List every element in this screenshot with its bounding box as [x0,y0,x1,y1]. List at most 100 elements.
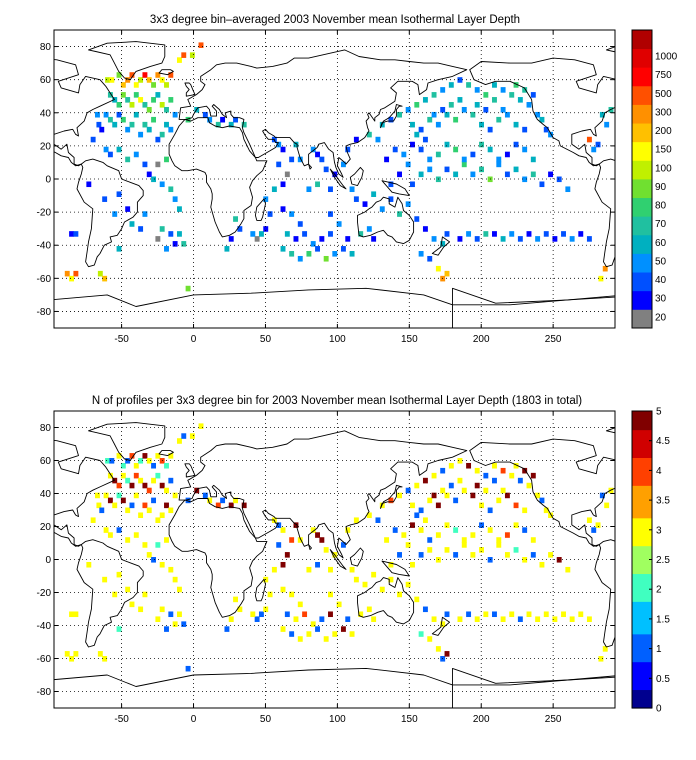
count-bin-cell [509,611,515,618]
count-bin-cell [435,532,441,538]
count-bin-cell [289,591,295,598]
count-bin-cell [500,467,506,474]
ild-colorbar-label: 60 [655,238,667,249]
count-x-tick-label: 200 [473,714,490,725]
count-bin-cell [155,616,161,622]
ild-coastline [357,196,415,245]
count-bin-cell [323,636,329,642]
ild-bin-cell [228,236,234,242]
ild-bin-cell [271,186,277,193]
count-bin-cell [155,517,161,523]
count-bin-cell [414,596,420,603]
count-y-tick-label: 20 [40,522,52,533]
ild-bin-cell [496,116,502,123]
ild-bin-cell [388,181,394,188]
count-colorbar-segment [632,503,652,510]
count-y-tick-label: -20 [37,588,52,599]
ild-bin-cell [176,57,182,63]
ild-bin-cell [444,166,450,173]
ild-bin-cell [168,231,174,237]
count-bin-cell [474,482,480,489]
ild-bin-cell [487,126,493,133]
ild-bin-cell [586,236,592,242]
count-coastline [357,577,415,625]
count-bin-cell [315,626,320,632]
count-colorbar-segment [632,448,652,454]
ild-bin-cell [306,251,312,257]
ild-bin-cell [109,77,115,83]
ild-bin-cell [474,102,480,108]
count-bin-cell [112,591,118,598]
count-bin-cell [336,601,342,608]
count-bin-cell [431,472,437,479]
ild-cells [64,42,614,292]
ild-bin-cell [358,231,364,237]
count-bin-cell [102,656,108,662]
count-bin-cell [362,581,368,588]
count-colorbar-segment [632,457,652,463]
count-bin-cell [397,591,402,598]
ild-bin-cell [142,102,148,108]
count-coastline [76,539,144,648]
ild-y-tick-label: -40 [37,241,52,252]
count-colorbar-segment [632,647,652,653]
count-bin-cell [358,611,364,618]
ild-bin-cell [509,92,515,98]
count-bin-cell [138,512,144,519]
count-coastline [431,616,451,636]
ild-bin-cell [96,121,102,128]
count-bin-cell [159,606,165,613]
ild-bin-cell [220,116,226,123]
ild-colorbar-segment [632,141,652,161]
count-colorbar-segment [632,536,652,542]
ild-bin-cell [448,82,454,88]
count-bin-cell [366,512,372,519]
ild-y-tick-label: -80 [37,307,52,318]
ild-bin-cell [522,146,528,153]
count-bin-cell [328,566,333,573]
count-bin-cell [448,482,454,489]
count-bin-cell [172,492,178,499]
count-colorbar-segment [632,573,652,579]
count-coastline [677,451,691,456]
count-bin-cell [586,517,592,523]
ild-bin-cell [431,111,437,118]
ild-bin-cell [289,251,295,257]
count-bin-cell [492,477,497,484]
count-bin-cell [375,517,381,523]
ild-coastline [329,168,347,190]
ild-bin-cell [125,156,131,163]
ild-bin-cell [492,82,497,88]
count-bin-cell [258,611,264,618]
count-bin-cell [410,522,415,528]
ild-bin-cell [522,176,528,183]
ild-bin-cell [504,171,510,178]
count-colorbar-segment [632,485,652,491]
ild-coastline [168,117,268,238]
ild-coastline [677,70,691,75]
count-bin-cell [73,651,79,657]
count-bin-cell [379,586,385,593]
count-colorbar-segment [632,568,652,575]
count-bin-cell [388,561,394,568]
ild-bin-cell [69,275,75,282]
count-y-tick-label: -60 [37,654,52,665]
count-bin-cell [250,611,256,618]
ild-bin-cell [151,97,157,103]
count-coastline [594,539,615,648]
count-bin-cell [418,507,424,514]
ild-bin-cell [483,231,489,237]
count-coastline [381,560,410,577]
ild-bin-cell [103,146,109,153]
ild-bin-cell [552,236,558,242]
ild-bin-cell [129,121,135,128]
ild-bin-cell [345,146,351,153]
count-bin-cell [487,507,493,514]
count-colorbar-segment [632,689,652,695]
ild-bin-cell [366,226,372,232]
ild-bin-cell [500,106,506,113]
count-bin-cell [315,532,320,538]
ild-bin-cell [362,201,368,207]
count-bin-cell [530,472,536,479]
count-bin-cell [176,611,182,618]
